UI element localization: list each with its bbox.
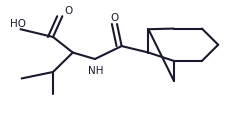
- Text: O: O: [64, 6, 72, 16]
- Text: HO: HO: [10, 19, 26, 29]
- Text: O: O: [110, 13, 119, 23]
- Text: NH: NH: [88, 66, 104, 76]
